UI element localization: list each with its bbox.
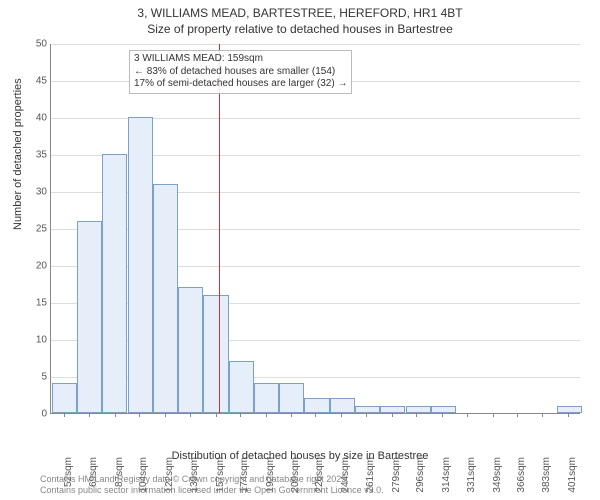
attribution-footer: Contains HM Land Registry data © Crown c… [40, 474, 384, 497]
histogram-bar [52, 383, 77, 413]
x-tick-mark [442, 413, 443, 417]
x-tick-mark [139, 413, 140, 417]
x-tick-mark [190, 413, 191, 417]
x-tick-mark [416, 413, 417, 417]
histogram-bar [77, 221, 102, 413]
x-tick-label: 314sqm [441, 457, 452, 493]
y-tick-label: 5 [41, 372, 47, 383]
histogram-bar [153, 184, 178, 413]
x-tick-label: 331sqm [466, 457, 477, 493]
annotation-line: 17% of semi-detached houses are larger (… [134, 78, 347, 91]
histogram-bar [330, 398, 355, 413]
x-tick-mark [115, 413, 116, 417]
title-line-2: Size of property relative to detached ho… [0, 22, 600, 38]
y-tick-label: 50 [36, 39, 47, 50]
x-tick-mark [240, 413, 241, 417]
y-tick-label: 40 [36, 113, 47, 124]
y-tick-label: 10 [36, 335, 47, 346]
x-tick-mark [216, 413, 217, 417]
x-tick-mark [315, 413, 316, 417]
y-tick-label: 25 [36, 224, 47, 235]
x-tick-mark [493, 413, 494, 417]
x-tick-mark [542, 413, 543, 417]
x-tick-mark [64, 413, 65, 417]
x-tick-mark [266, 413, 267, 417]
x-tick-label: 279sqm [391, 457, 402, 493]
y-tick-label: 35 [36, 150, 47, 161]
histogram-bar [279, 383, 304, 413]
x-tick-mark [341, 413, 342, 417]
histogram-bar [203, 295, 228, 413]
histogram-bar [406, 406, 431, 413]
histogram-bar [431, 406, 456, 413]
x-tick-label: 366sqm [516, 457, 527, 493]
y-tick-label: 15 [36, 298, 47, 309]
title-line-1: 3, WILLIAMS MEAD, BARTESTREE, HEREFORD, … [0, 6, 600, 22]
histogram-bar [355, 406, 380, 413]
x-tick-mark [517, 413, 518, 417]
plot-area: 051015202530354045503 WILLIAMS MEAD: 159… [50, 44, 580, 414]
reference-line [219, 44, 220, 413]
histogram-bar [229, 361, 254, 413]
x-tick-mark [89, 413, 90, 417]
x-tick-mark [467, 413, 468, 417]
chart-area: 051015202530354045503 WILLIAMS MEAD: 159… [50, 44, 580, 414]
annotation-line: ← 83% of detached houses are smaller (15… [134, 66, 347, 79]
histogram-bar [304, 398, 329, 413]
histogram-bar [178, 287, 203, 413]
histogram-bar [557, 406, 582, 413]
x-tick-label: 296sqm [415, 457, 426, 493]
y-axis-label: Number of detached properties [12, 78, 24, 230]
annotation-box: 3 WILLIAMS MEAD: 159sqm← 83% of detached… [129, 50, 352, 94]
footer-line-2: Contains public sector information licen… [40, 485, 384, 496]
y-tick-label: 30 [36, 187, 47, 198]
x-tick-mark [366, 413, 367, 417]
y-tick-label: 45 [36, 76, 47, 87]
gridline [51, 44, 580, 45]
annotation-line: 3 WILLIAMS MEAD: 159sqm [134, 53, 347, 66]
x-tick-mark [165, 413, 166, 417]
histogram-bar [102, 154, 127, 413]
x-tick-mark [291, 413, 292, 417]
histogram-bar [128, 117, 153, 413]
x-tick-label: 401sqm [567, 457, 578, 493]
chart-title-block: 3, WILLIAMS MEAD, BARTESTREE, HEREFORD, … [0, 0, 600, 37]
x-tick-mark [568, 413, 569, 417]
histogram-bar [380, 406, 405, 413]
histogram-bar [254, 383, 279, 413]
y-tick-label: 20 [36, 261, 47, 272]
y-tick-label: 0 [41, 409, 47, 420]
x-tick-label: 349sqm [492, 457, 503, 493]
footer-line-1: Contains HM Land Registry data © Crown c… [40, 474, 384, 485]
x-tick-mark [392, 413, 393, 417]
x-tick-label: 383sqm [541, 457, 552, 493]
x-axis-label: Distribution of detached houses by size … [0, 450, 600, 462]
